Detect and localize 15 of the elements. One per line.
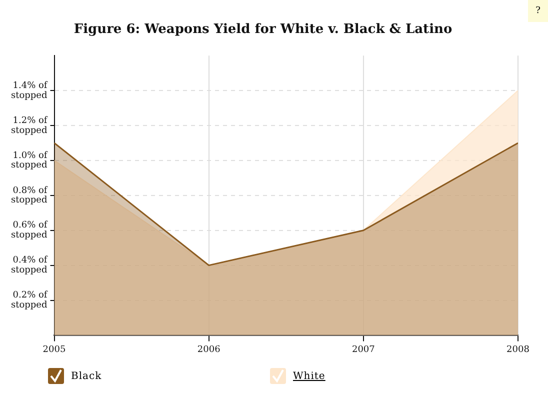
legend-label: Black (71, 370, 102, 382)
x-tick-label: 2008 (506, 344, 530, 355)
y-tick-label: 0.6% of stopped (11, 220, 48, 241)
y-tick-label: 1.4% of stopped (11, 80, 48, 101)
chart-title: Figure 6: Weapons Yield for White v. Black & Latino (74, 22, 452, 38)
text: ? (528, 0, 548, 22)
y-tick-label: 1.0% of stopped (11, 150, 48, 171)
y-tick-label: 0.8% of stopped (11, 186, 48, 206)
legend-label: White (293, 370, 326, 382)
y-tick-label: 0.4% of stopped (11, 256, 48, 276)
x-tick-label: 2005 (42, 344, 66, 355)
x-tick-label: 2007 (352, 344, 376, 355)
x-tick-label: 2006 (197, 344, 221, 355)
y-tick-label: 1.2% of stopped (11, 116, 48, 136)
y-tick-label: 0.2% of stopped (11, 290, 48, 311)
